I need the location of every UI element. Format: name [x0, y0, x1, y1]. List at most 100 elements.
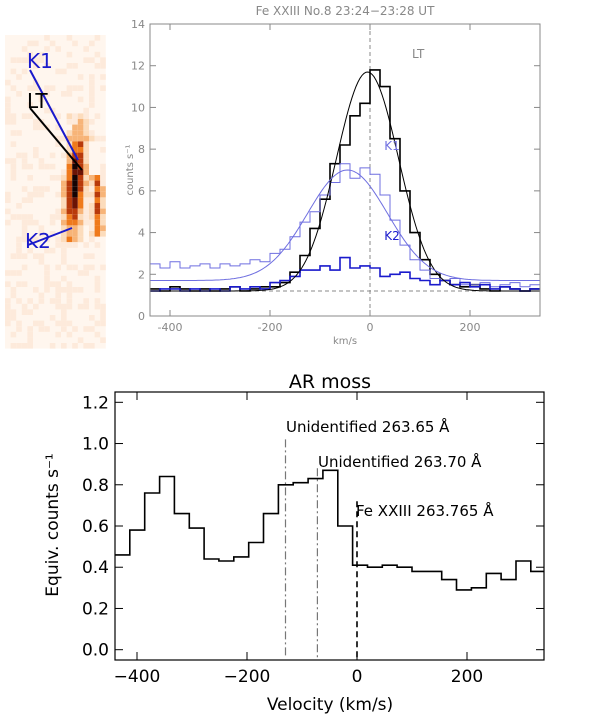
heatmap-pixel	[77, 163, 84, 170]
heatmap-pixel	[72, 130, 78, 136]
heatmap-pixel	[33, 303, 39, 310]
heatmap-pixel	[100, 225, 106, 231]
heatmap-pixel	[77, 208, 84, 215]
heatmap-pixel	[5, 303, 11, 310]
heatmap-pixel	[16, 214, 22, 220]
heatmap-pixel	[10, 119, 17, 125]
heatmap-pixel	[27, 85, 33, 91]
heatmap-pixel	[100, 147, 106, 153]
heatmap-pixel	[83, 191, 89, 198]
heatmap-pixel	[21, 57, 28, 63]
heatmap-pixel	[66, 130, 73, 136]
top-y-tick-label: 0	[138, 310, 145, 323]
heatmap-pixel	[10, 85, 17, 91]
top-chart-title: Fe XXIII No.8 23:24−23:28 UT	[256, 4, 436, 18]
heatmap-pixel	[5, 281, 11, 287]
heatmap-pixel	[61, 152, 67, 159]
heatmap-pixel	[72, 124, 78, 131]
heatmap-pixel	[10, 141, 17, 147]
heatmap-pixel	[72, 214, 78, 220]
heatmap-pixel	[27, 102, 33, 108]
heatmap-pixel	[21, 219, 28, 226]
heatmap-pixel	[5, 102, 11, 108]
heatmap-pixel	[5, 119, 11, 125]
bottom-y-tick-label: 0.0	[82, 641, 109, 661]
heatmap-pixel	[77, 186, 84, 192]
heatmap-pixel	[55, 303, 61, 310]
heatmap-pixel	[100, 169, 106, 175]
heatmap-pixel	[10, 169, 17, 175]
heatmap-pixel	[72, 163, 78, 170]
heatmap-pixel	[77, 96, 84, 103]
heatmap-pixel	[55, 331, 61, 338]
heatmap-pixel	[5, 113, 11, 119]
heatmap-pixel	[89, 231, 95, 237]
heatmap-pixel	[89, 79, 95, 86]
heatmap-pixel	[66, 292, 73, 299]
heatmap-pixel	[55, 124, 61, 131]
heatmap-pixel	[55, 264, 61, 271]
lt-annotation: LT	[412, 47, 425, 61]
heatmap-pixel	[89, 315, 95, 321]
heatmap-pixel	[66, 119, 73, 125]
bottom-x-tick-label: −400	[114, 667, 161, 687]
heatmap-pixel	[66, 113, 73, 119]
heatmap-pixel	[61, 68, 67, 75]
heatmap-pixel	[33, 63, 39, 69]
heatmap-pixel	[21, 236, 28, 243]
heatmap-pixel	[94, 214, 101, 220]
heatmap-pixel	[83, 113, 89, 119]
heatmap-pixel	[66, 203, 73, 209]
heatmap-pixel	[100, 303, 106, 310]
heatmap-pixel	[94, 135, 101, 142]
heatmap-pixel	[38, 51, 45, 58]
heatmap-pixel	[72, 326, 78, 332]
heatmap-pixel	[61, 180, 67, 187]
heatmap-pixel	[44, 247, 50, 254]
bottom-y-tick-label: 1.2	[82, 393, 109, 413]
heatmap-pixel	[38, 186, 45, 192]
heatmap-pixel	[66, 320, 73, 327]
heatmap-pixel	[100, 197, 106, 203]
heatmap-pixel	[49, 85, 56, 91]
heatmap-pixel	[77, 203, 84, 209]
heatmap-pixel	[21, 68, 28, 75]
heatmap-pixel	[83, 197, 89, 203]
heatmap-pixel	[5, 315, 11, 321]
heatmap-pixel	[49, 175, 56, 181]
heatmap-pixel	[100, 315, 106, 321]
heatmap-pixel	[72, 113, 78, 119]
heatmap-pixel	[77, 119, 84, 125]
heatmap-pixel	[27, 343, 33, 349]
heatmap-pixel	[77, 141, 84, 147]
heatmap-pixel	[21, 303, 28, 310]
heatmap-pixel	[89, 253, 95, 259]
heatmap-pixel	[38, 231, 45, 237]
heatmap-pixel	[44, 63, 50, 69]
heatmap-pixel	[94, 231, 101, 237]
line-label-fe-xxiii-263-765: Fe XXIII 263.765 Å	[356, 501, 494, 520]
heatmap-pixel	[5, 107, 11, 114]
top-x-tick-label: 0	[367, 321, 374, 334]
heatmap-pixel	[5, 309, 11, 315]
heatmap-pixel	[94, 186, 101, 192]
heatmap-pixel	[66, 303, 73, 310]
top-y-tick-label: 10	[131, 101, 145, 114]
heatmap-pixel	[61, 259, 67, 265]
heatmap-pixel	[94, 303, 101, 310]
heatmap-pixel	[38, 163, 45, 170]
heatmap-pixel	[21, 231, 28, 237]
heatmap-pixel	[89, 236, 95, 243]
heatmap-pixel	[94, 242, 101, 248]
bottom-x-tick-label: 200	[451, 667, 483, 687]
heatmap-pixel	[38, 57, 45, 63]
line-label-unidentified-263-70: Unidentified 263.70 Å	[318, 452, 482, 471]
heatmap-pixel	[89, 85, 95, 91]
heatmap-pixel	[89, 186, 95, 192]
heatmap-pixel	[89, 74, 95, 80]
lt-slit-line	[29, 107, 83, 171]
heatmap-pixel	[16, 253, 22, 259]
heatmap-pixel	[33, 147, 39, 153]
heatmap-pixel	[27, 40, 33, 47]
heatmap-pixel	[5, 208, 11, 215]
